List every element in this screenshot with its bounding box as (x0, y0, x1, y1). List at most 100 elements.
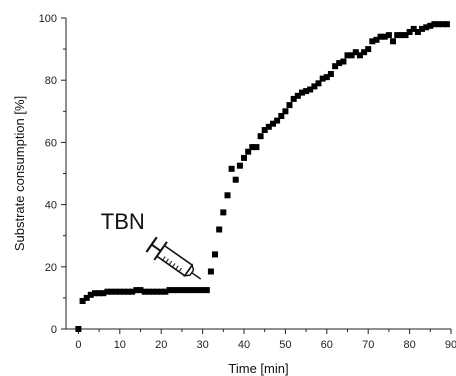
data-point (270, 120, 276, 127)
data-point (236, 162, 243, 169)
data-point (406, 29, 413, 35)
data-point (394, 32, 401, 39)
data-point (149, 288, 156, 295)
x-tick-label: 10 (114, 339, 126, 351)
data-point (121, 288, 127, 295)
data-point (183, 287, 190, 294)
x-tick-label: 70 (362, 339, 374, 351)
data-point (431, 21, 438, 28)
y-tick-label: 60 (45, 137, 57, 149)
data-point (299, 89, 305, 96)
data-point (307, 86, 314, 93)
data-point (79, 298, 86, 304)
data-point (265, 123, 272, 130)
data-point (249, 144, 256, 151)
x-tick-label: 0 (75, 339, 81, 351)
y-tick-label: 0 (51, 324, 57, 336)
data-point (133, 287, 140, 294)
x-tick-label: 60 (321, 339, 333, 351)
y-tick-label: 100 (39, 13, 57, 25)
data-point (100, 290, 107, 297)
data-point (369, 38, 376, 45)
data-point (228, 165, 235, 172)
data-point (96, 290, 103, 297)
data-points (75, 21, 450, 332)
x-tick-label: 80 (403, 339, 415, 351)
data-point (158, 288, 165, 295)
data-point (154, 288, 161, 295)
data-point (282, 108, 289, 115)
data-point (423, 24, 430, 31)
data-point (286, 102, 293, 109)
data-point (203, 287, 210, 294)
x-tick-label: 30 (196, 339, 208, 351)
data-point (108, 288, 115, 295)
data-point (257, 133, 264, 140)
data-point (141, 288, 148, 295)
data-point (162, 288, 169, 295)
data-point (319, 75, 326, 82)
data-point (187, 287, 194, 294)
data-point (253, 144, 260, 151)
data-point (166, 287, 173, 294)
data-point (216, 226, 223, 233)
data-point (377, 33, 384, 40)
data-point (83, 294, 90, 301)
x-tick-label: 40 (238, 339, 250, 351)
y-tick-label: 40 (45, 200, 57, 212)
data-point (174, 287, 181, 294)
y-axis-title: Substrate consumption [%] (12, 96, 27, 251)
data-point (439, 21, 446, 28)
tbn-annotation: TBN (101, 209, 202, 280)
x-tick-label: 90 (445, 339, 456, 351)
data-point (232, 176, 239, 183)
data-point (352, 49, 359, 56)
data-point (274, 117, 281, 124)
annotation-label: TBN (101, 209, 145, 234)
data-point (414, 29, 421, 35)
data-point (398, 32, 405, 39)
data-point (241, 154, 247, 161)
data-point (427, 22, 434, 29)
syringe-icon (145, 236, 202, 280)
x-tick-label: 50 (279, 339, 291, 351)
data-point (261, 127, 268, 133)
data-point (381, 33, 388, 40)
data-point (278, 113, 285, 119)
x-tick-label: 20 (155, 339, 167, 351)
data-point (340, 58, 347, 65)
data-point (137, 287, 144, 294)
data-point (207, 268, 214, 275)
data-point (435, 21, 442, 28)
data-point (344, 52, 351, 59)
data-point (290, 95, 297, 102)
data-point (195, 287, 202, 294)
data-point (336, 60, 343, 67)
data-point (116, 288, 123, 295)
data-point (245, 148, 252, 155)
data-point (390, 38, 396, 45)
data-point (294, 92, 301, 99)
axes: 0 20 40 60 80 100 0 10 20 30 40 50 60 70 80 90 Time [min… (12, 13, 456, 376)
data-point (311, 83, 318, 90)
data-point (361, 49, 368, 56)
data-point (129, 288, 136, 295)
data-point (104, 288, 111, 295)
data-point (443, 21, 450, 28)
data-point (191, 287, 198, 294)
data-point (419, 25, 425, 32)
y-tick-label: 80 (45, 75, 57, 87)
data-point (348, 52, 355, 59)
data-point (170, 287, 177, 294)
data-point (315, 80, 322, 87)
y-tick-label: 20 (45, 262, 57, 274)
data-point (125, 288, 132, 295)
data-point (112, 288, 119, 295)
data-point (178, 287, 185, 294)
data-point (373, 36, 380, 43)
data-point (385, 32, 392, 39)
data-point (365, 46, 372, 53)
data-point (92, 290, 98, 297)
data-point (402, 32, 409, 39)
